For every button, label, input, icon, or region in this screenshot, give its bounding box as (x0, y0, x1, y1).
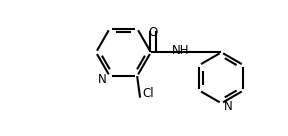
Text: N: N (224, 100, 233, 113)
Text: NH: NH (171, 44, 189, 57)
Text: Cl: Cl (142, 87, 154, 100)
Text: N: N (98, 72, 107, 86)
Text: O: O (148, 26, 158, 39)
